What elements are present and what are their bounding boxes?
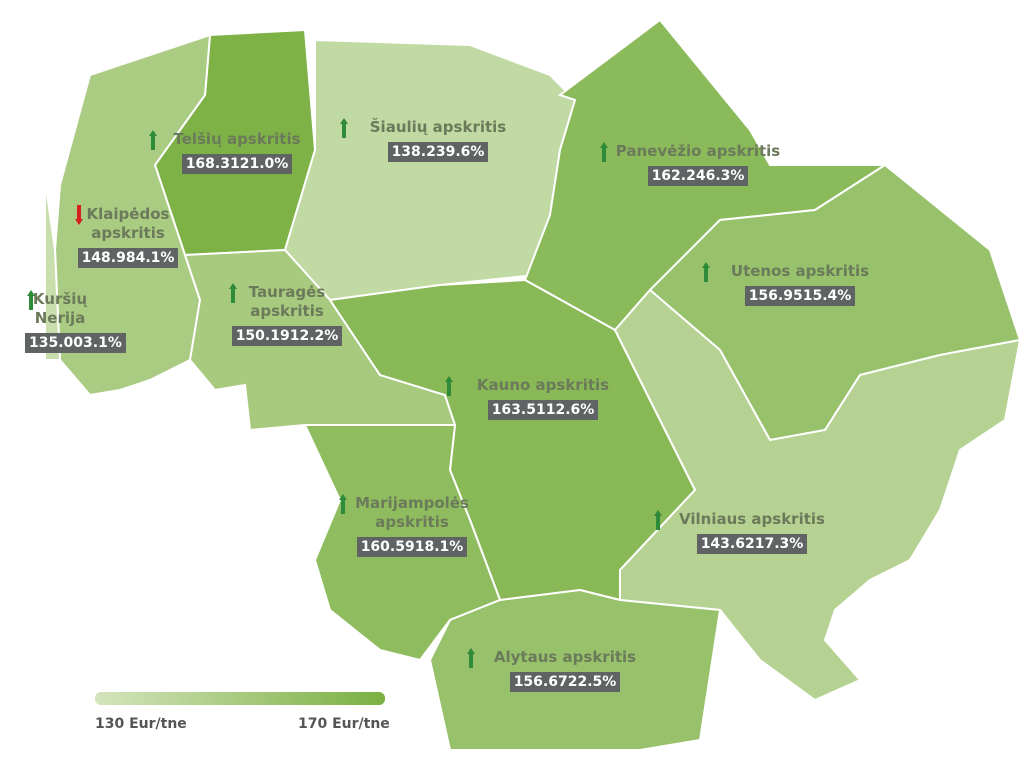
- region-label: Klaipėdos apskritis 148.98 4.1%: [73, 205, 183, 268]
- change-arrow: [27, 290, 35, 310]
- region-label: Telšių apskritis 168.31 21.0%: [147, 130, 327, 174]
- change-arrow: [445, 376, 453, 396]
- region-name: Telšių apskritis: [173, 130, 301, 148]
- legend-max: 170 Eur/tne: [298, 716, 390, 732]
- region-change: 12.6%: [545, 402, 595, 418]
- change-arrow: [467, 648, 475, 668]
- change-arrow: [600, 142, 608, 162]
- region-label: Vilniaus apskritis 143.62 17.3%: [652, 510, 852, 554]
- value-box: 138.23 9.6%: [340, 118, 489, 162]
- region[interactable]: [428, 588, 722, 751]
- region-name: Šiaulių apskritis: [369, 118, 507, 136]
- region-label: Kuršių Nerija 135.00 3.1%: [25, 290, 126, 353]
- region-name: Kuršių Nerija: [32, 290, 88, 327]
- value-box: 135.00 3.1%: [25, 290, 126, 353]
- arrow-shape: [445, 376, 453, 396]
- change-arrow: [149, 130, 157, 150]
- value-box: 162.24 6.3%: [600, 142, 749, 186]
- value-box: 150.19 12.2%: [229, 283, 343, 346]
- arrow-shape: [27, 290, 35, 310]
- region-change: 12.2%: [289, 328, 339, 344]
- change-arrow: [75, 205, 83, 225]
- region-label: Utenos apskritis 156.95 15.4%: [700, 262, 900, 306]
- arrow-shape: [229, 283, 237, 303]
- region-value: 156.95: [748, 288, 803, 304]
- region-value: 156.67: [513, 674, 568, 690]
- region-change: 18.1%: [414, 539, 464, 555]
- change-arrow: [339, 494, 347, 514]
- region-label: Šiaulių apskritis 138.23 9.6%: [338, 118, 538, 162]
- value-box: 148.98 4.1%: [75, 205, 179, 268]
- region-change: 22.5%: [567, 674, 617, 690]
- region-value: 135.00: [29, 335, 84, 351]
- region-value: 168.31: [185, 156, 240, 172]
- region-change: 9.6%: [445, 144, 485, 160]
- region-name: Marijampolės apskritis: [355, 494, 469, 531]
- region-change: 4.1%: [135, 250, 175, 266]
- arrow-shape: [149, 130, 157, 150]
- change-arrow: [229, 283, 237, 303]
- arrow-shape: [75, 205, 83, 225]
- region-label: Panevėžio apskritis 162.24 6.3%: [598, 142, 798, 186]
- region-name: Vilniaus apskritis: [679, 510, 825, 528]
- region-change: 3.1%: [83, 335, 122, 351]
- region-value: 148.98: [81, 250, 136, 266]
- change-arrow: [654, 510, 662, 530]
- region-name: Alytaus apskritis: [493, 648, 637, 666]
- legend-bar: [95, 692, 385, 705]
- region-name: Klaipėdos apskritis: [86, 205, 170, 242]
- value-box: 156.95 15.4%: [702, 262, 856, 306]
- region-value: 162.24: [651, 168, 706, 184]
- value-box: 156.67 22.5%: [467, 648, 621, 692]
- region-change: 6.3%: [705, 168, 745, 184]
- arrow-shape: [600, 142, 608, 162]
- region-change: 21.0%: [239, 156, 289, 172]
- region-value: 143.62: [700, 536, 755, 552]
- region-value: 163.51: [491, 402, 546, 418]
- region-value: 138.23: [391, 144, 446, 160]
- region-value: 160.59: [360, 539, 415, 555]
- region[interactable]: [44, 179, 62, 361]
- arrow-shape: [467, 648, 475, 668]
- change-arrow: [702, 262, 710, 282]
- region-change: 15.4%: [802, 288, 852, 304]
- arrow-shape: [339, 494, 347, 514]
- arrow-shape: [340, 118, 348, 138]
- region-value: 150.19: [235, 328, 290, 344]
- region-name: Utenos apskritis: [730, 262, 870, 280]
- value-box: 143.62 17.3%: [654, 510, 808, 554]
- region-label: Alytaus apskritis 156.67 22.5%: [465, 648, 665, 692]
- arrow-shape: [702, 262, 710, 282]
- change-arrow: [340, 118, 348, 138]
- region-name: Tauragės apskritis: [248, 283, 326, 320]
- region-label: Tauragės apskritis 150.19 12.2%: [227, 283, 347, 346]
- region-label: Kauno apskritis 163.51 12.6%: [443, 376, 643, 420]
- region-label: Marijampolės apskritis 160.59 18.1%: [337, 494, 487, 557]
- region-change: 17.3%: [754, 536, 804, 552]
- arrow-shape: [654, 510, 662, 530]
- value-box: 160.59 18.1%: [339, 494, 468, 557]
- region-name: Kauno apskritis: [476, 376, 610, 394]
- value-box: 168.31 21.0%: [149, 130, 293, 174]
- region[interactable]: [613, 288, 1022, 702]
- legend-min: 130 Eur/tne: [95, 716, 187, 732]
- region-name: Panevėžio apskritis: [615, 142, 781, 160]
- value-box: 163.51 12.6%: [445, 376, 599, 420]
